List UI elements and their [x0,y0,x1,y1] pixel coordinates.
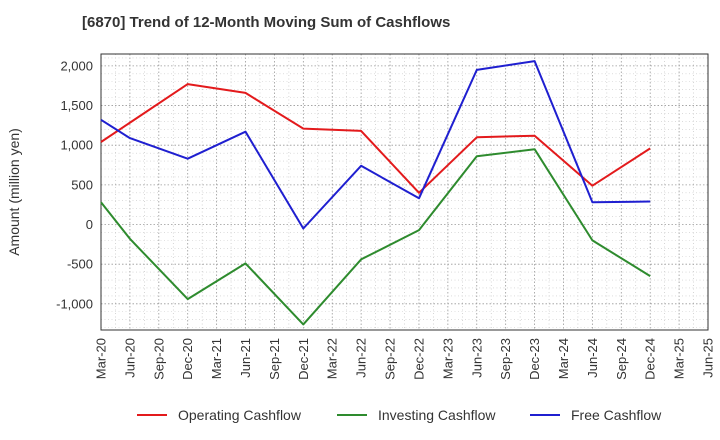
x-tick-label: Sep-23 [498,338,513,380]
y-tick-label: 500 [71,177,93,192]
x-tick-label: Jun-24 [585,338,600,378]
y-tick-label: 1,500 [60,98,93,113]
x-tick-label: Mar-21 [209,338,224,379]
legend-label: Free Cashflow [571,407,662,423]
x-tick-label: Dec-22 [411,338,426,380]
y-tick-label: 2,000 [60,58,93,73]
chart-title: [6870] Trend of 12-Month Moving Sum of C… [82,14,451,31]
x-tick-label: Mar-20 [94,338,109,379]
x-tick-labels: Mar-20 Jun-20 Sep-20 Dec-20 Mar-21 Jun-21 Sep-… [94,338,716,380]
series-line-operating-cashflow [100,83,651,194]
legend: Operating Cashflow Investing Cashflow Free… [137,407,662,423]
series-line-free-cashflow [100,60,651,230]
x-tick-label: Jun-20 [122,338,137,378]
x-tick-label: Jun-25 [701,338,716,378]
x-tick-label: Dec-24 [643,338,658,380]
x-tick-label: Mar-23 [440,338,455,379]
x-tick-label: Jun-22 [354,338,369,378]
x-tick-label: Sep-21 [267,338,282,380]
x-tick-label: Jun-23 [469,338,484,378]
x-tick-label: Mar-25 [672,338,687,379]
series-line-investing-cashflow [100,148,651,326]
y-tick-label: -500 [67,257,93,272]
x-tick-label: Sep-20 [151,338,166,380]
x-tick-label: Dec-20 [180,338,195,380]
legend-label: Investing Cashflow [378,407,496,423]
y-tick-label: 1,000 [60,138,93,153]
y-tick-label: -1,000 [56,296,93,311]
x-tick-label: Sep-22 [383,338,398,380]
x-tick-label: Mar-24 [556,338,571,379]
plot-area-frame [100,53,709,331]
grid-lines [100,54,709,330]
legend-label: Operating Cashflow [178,407,302,423]
x-tick-label: Dec-23 [527,338,542,380]
x-tick-label: Dec-21 [296,338,311,380]
y-axis-title: Amount (million yen) [6,128,22,256]
x-tick-label: Sep-24 [614,338,629,380]
x-tick-label: Mar-22 [325,338,340,379]
series-lines [100,60,651,326]
y-tick-labels: 2,000 1,500 1,000 500 0 -500 -1,000 [56,58,93,311]
x-tick-label: Jun-21 [238,338,253,378]
y-tick-label: 0 [86,217,93,232]
